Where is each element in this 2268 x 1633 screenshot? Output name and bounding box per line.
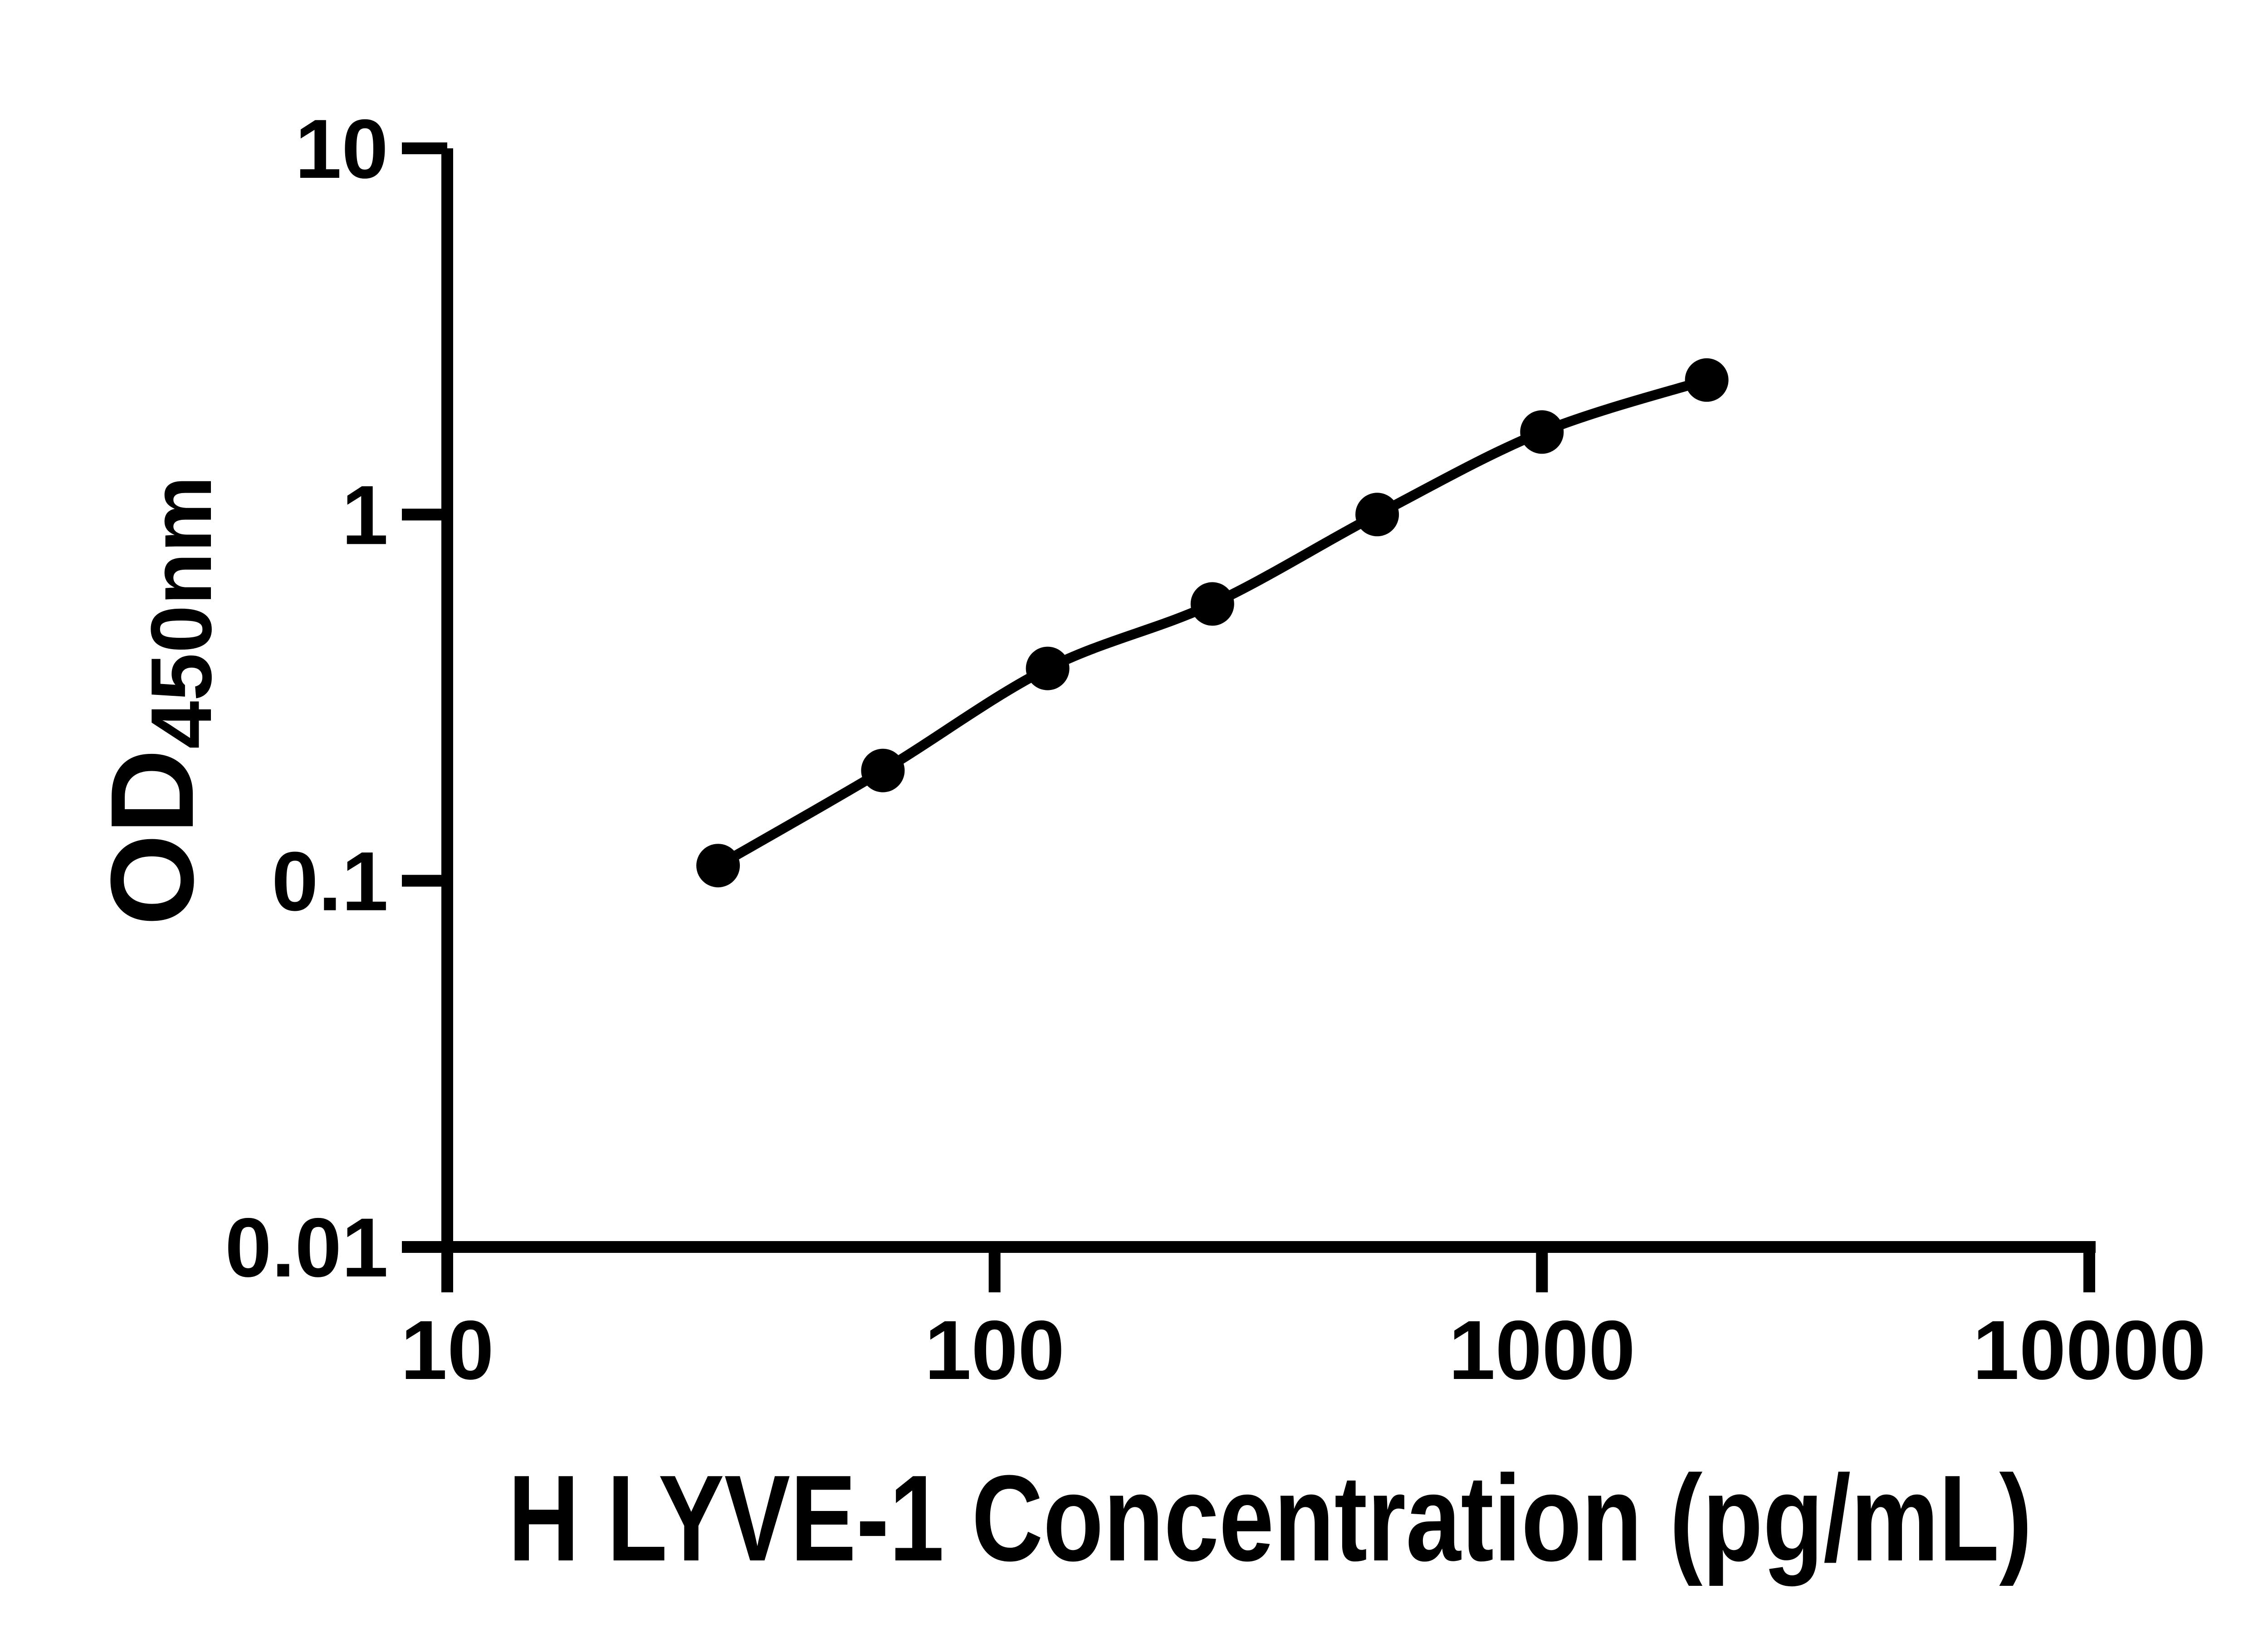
y-axis-title-subscript: 450nm [133, 476, 230, 749]
x-axis-ticks [441, 1247, 2095, 1292]
y-axis-title: OD450nm [87, 476, 230, 926]
data-point [1026, 646, 1070, 690]
x-tick-label: 10 [401, 1304, 494, 1397]
x-tick-label: 1000 [1449, 1304, 1636, 1397]
data-point [861, 748, 905, 792]
x-tick-label: 10000 [1973, 1304, 2206, 1397]
y-axis-title-main: OD [87, 749, 218, 926]
x-axis: 10 100 1000 10000 [401, 1241, 2206, 1397]
y-axis-tick-labels: 10 1 0.1 0.01 [225, 103, 388, 1295]
x-axis-tick-labels: 10 100 1000 10000 [401, 1304, 2206, 1397]
data-points [696, 358, 1729, 888]
standard-curve-series [696, 358, 1729, 888]
data-point [1190, 582, 1234, 626]
y-axis-ticks [402, 142, 447, 1253]
y-tick-label: 0.01 [225, 1201, 388, 1295]
y-tick-label: 1 [342, 469, 388, 562]
x-tick-label: 100 [924, 1304, 1065, 1397]
data-point [1685, 358, 1729, 402]
y-tick-label: 0.1 [272, 835, 388, 929]
data-point [1520, 410, 1564, 454]
data-point [696, 844, 740, 888]
y-tick-label: 10 [295, 103, 388, 196]
data-point [1355, 493, 1399, 537]
y-axis: 10 1 0.1 0.01 [225, 103, 453, 1295]
x-axis-title: H LYVE-1 Concentration (pg/mL) [508, 1450, 2032, 1587]
